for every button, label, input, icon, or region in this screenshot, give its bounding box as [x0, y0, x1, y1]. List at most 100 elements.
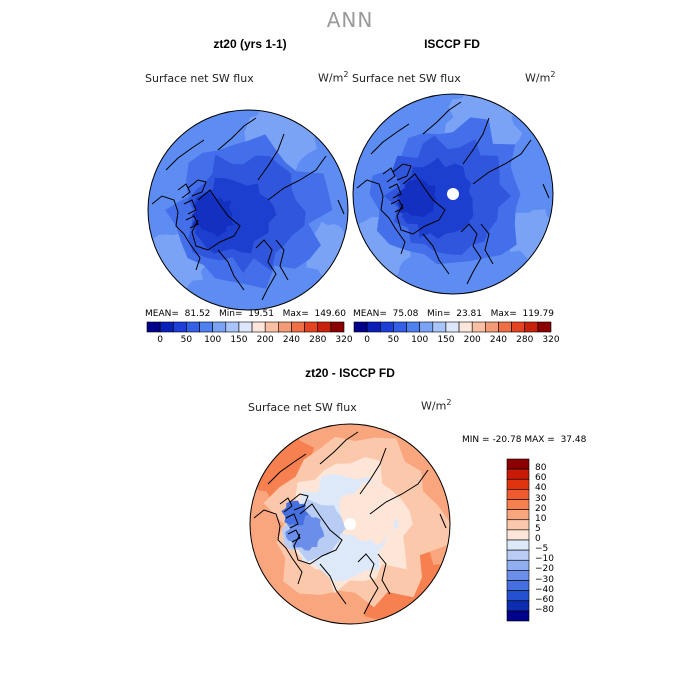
colorbar-tick-label: 0: [364, 335, 370, 345]
colorbar-swatch: [506, 590, 530, 602]
colorbar-swatch: [304, 321, 319, 333]
main-title: ANN: [326, 8, 374, 32]
unit-label-obs: W/m2: [525, 70, 556, 85]
colorbar-swatch: [238, 321, 253, 333]
colorbar-tick-label: 80: [535, 463, 547, 474]
field-region: [335, 482, 403, 546]
coastline: [183, 199, 197, 215]
colorbar-tick-label: 10: [535, 513, 547, 524]
colorbar-tick-label: −40: [535, 584, 554, 595]
field-region: [369, 117, 521, 265]
variable-label-diff: Surface net SW flux: [248, 401, 357, 414]
field-region: [362, 546, 450, 624]
panel-title-obs: ISCCP FD: [424, 37, 480, 51]
colorbar-swatch: [485, 321, 499, 333]
map-border: [147, 109, 349, 311]
colorbar-tick-label: 100: [411, 335, 429, 345]
map-border: [249, 423, 451, 625]
coastline: [472, 139, 532, 185]
field-region: [384, 135, 512, 256]
colorbar-swatch: [353, 321, 368, 333]
colorbar-swatch: [406, 321, 420, 333]
max-value: 149.60: [314, 309, 346, 319]
pole-hole: [447, 188, 459, 200]
colorbar-swatch: [524, 321, 539, 333]
field-region: [165, 134, 333, 289]
coastline: [392, 163, 412, 181]
coastline: [388, 183, 402, 199]
coastline: [337, 199, 345, 215]
field-region: [289, 474, 399, 582]
colorbar-swatch: [432, 321, 447, 333]
colorbar-swatch: [506, 478, 530, 490]
field-region: [504, 209, 553, 261]
coastline: [185, 215, 199, 229]
colorbar-swatch: [264, 321, 279, 333]
coastline: [255, 239, 277, 301]
colorbar-swatch: [506, 559, 530, 571]
colorbar-swatch: [506, 570, 530, 581]
colorbar-swatch: [458, 321, 473, 333]
panel-title-model: zt20 (yrs 1-1): [213, 37, 287, 51]
coastline: [542, 183, 550, 199]
max-label: Max=: [490, 309, 517, 319]
max-value: 37.48: [560, 435, 587, 445]
coastline: [285, 513, 299, 529]
field-region: [353, 94, 553, 294]
colorbar-tick-label: 240: [282, 335, 301, 345]
mean-value: 75.08: [392, 309, 419, 319]
coastline: [422, 233, 450, 275]
colorbar-tick-label: −20: [535, 564, 554, 575]
colorbar-tick-label: 320: [335, 335, 353, 345]
colorbar-swatch: [506, 610, 530, 622]
colorbar-tick-label: 50: [387, 335, 400, 345]
coastline: [177, 183, 191, 199]
coastline: [462, 117, 490, 165]
coastline: [382, 167, 396, 183]
colorbar-swatch: [146, 321, 161, 333]
field-region: [148, 233, 206, 298]
pole-hole: [344, 518, 356, 530]
unit-label-diff: W/m2: [421, 398, 452, 413]
colorbar-swatch: [506, 499, 530, 510]
coastline: [356, 179, 406, 255]
field-region: [396, 157, 474, 239]
field-region: [241, 110, 317, 178]
coastline: [357, 553, 379, 615]
colorbar-swatch: [159, 321, 174, 333]
colorbar-swatch: [251, 321, 266, 333]
colorbar-tick-label: 20: [535, 503, 547, 514]
unit-label-model: W/m2: [318, 70, 349, 85]
colorbar-swatch: [172, 321, 187, 333]
field-region: [396, 178, 437, 218]
colorbar-swatch: [511, 321, 526, 333]
panel-title-diff: zt20 - ISCCP FD: [305, 366, 395, 380]
field-region: [263, 436, 450, 608]
colorbar-tick-label: 150: [437, 335, 455, 345]
colorbar-swatch: [498, 321, 512, 333]
colorbar-swatch: [186, 321, 200, 333]
coastline: [267, 453, 307, 485]
colorbar-swatch: [506, 489, 530, 500]
coastline: [267, 155, 327, 201]
colorbar-tick-label: 0: [157, 335, 163, 345]
coastline: [187, 179, 207, 197]
coastline: [319, 431, 359, 465]
coastline: [289, 493, 309, 511]
colorbar-swatch: [506, 539, 530, 551]
colorbar-swatch: [445, 321, 460, 333]
stats-diff: MIN = -20.78 MAX = 37.48: [462, 435, 586, 445]
coastline: [191, 189, 241, 251]
colorbar-swatch: [393, 321, 407, 333]
colorbar-tick-label: −5: [535, 544, 549, 555]
colorbar-swatch: [212, 321, 227, 333]
variable-label-obs: Surface net SW flux: [352, 72, 461, 85]
field-region: [250, 424, 450, 624]
field-region: [281, 500, 309, 526]
coastline: [396, 173, 446, 235]
colorbar-swatch: [366, 321, 381, 333]
